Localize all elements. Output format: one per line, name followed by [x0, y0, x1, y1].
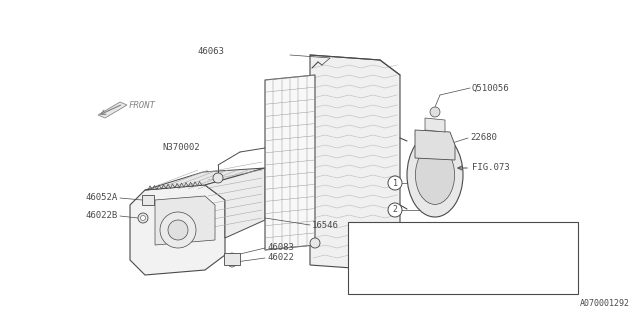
Text: 1: 1 — [356, 229, 362, 238]
Text: 46052A: 46052A — [86, 194, 118, 203]
Ellipse shape — [407, 133, 463, 217]
Circle shape — [388, 203, 402, 217]
Bar — [348, 222, 578, 294]
Text: FIG.073: FIG.073 — [472, 164, 509, 172]
Bar — [142, 195, 154, 205]
Text: -'14MY: -'14MY — [541, 242, 574, 251]
Polygon shape — [265, 75, 315, 250]
Text: 22680: 22680 — [470, 133, 497, 142]
Polygon shape — [205, 168, 265, 238]
Polygon shape — [310, 55, 400, 270]
Circle shape — [228, 253, 236, 261]
Text: 46063: 46063 — [197, 46, 224, 55]
Text: 2: 2 — [392, 205, 397, 214]
Text: 46052B <FOR.U5>: 46052B <FOR.U5> — [374, 253, 454, 262]
Circle shape — [160, 212, 196, 248]
Circle shape — [228, 259, 236, 267]
Polygon shape — [415, 130, 455, 160]
Polygon shape — [224, 253, 240, 265]
Text: 2: 2 — [356, 253, 362, 262]
Polygon shape — [155, 196, 215, 245]
Text: N370002: N370002 — [163, 143, 200, 153]
Text: '15MY-: '15MY- — [541, 277, 574, 286]
Text: -'14MY: -'14MY — [541, 229, 574, 238]
Text: Q510056: Q510056 — [472, 84, 509, 92]
Circle shape — [353, 228, 365, 240]
Ellipse shape — [415, 146, 454, 204]
Text: 46052B: 46052B — [374, 277, 406, 286]
Polygon shape — [98, 102, 127, 118]
Text: 1: 1 — [392, 179, 397, 188]
Text: FRONT: FRONT — [129, 100, 156, 109]
Text: 46022: 46022 — [267, 253, 294, 262]
Circle shape — [168, 220, 188, 240]
Polygon shape — [130, 185, 225, 275]
Text: 46052  <EXC.U5>: 46052 <EXC.U5> — [374, 229, 454, 238]
Circle shape — [310, 238, 320, 248]
Circle shape — [141, 215, 145, 220]
Polygon shape — [425, 118, 445, 132]
Text: 16546: 16546 — [312, 220, 339, 229]
Text: A070001292: A070001292 — [580, 299, 630, 308]
Circle shape — [353, 252, 365, 264]
Text: 46022B: 46022B — [86, 212, 118, 220]
Circle shape — [213, 173, 223, 183]
Text: 46083: 46083 — [267, 244, 294, 252]
Polygon shape — [145, 168, 265, 190]
Circle shape — [388, 176, 402, 190]
Circle shape — [138, 213, 148, 223]
Circle shape — [430, 107, 440, 117]
